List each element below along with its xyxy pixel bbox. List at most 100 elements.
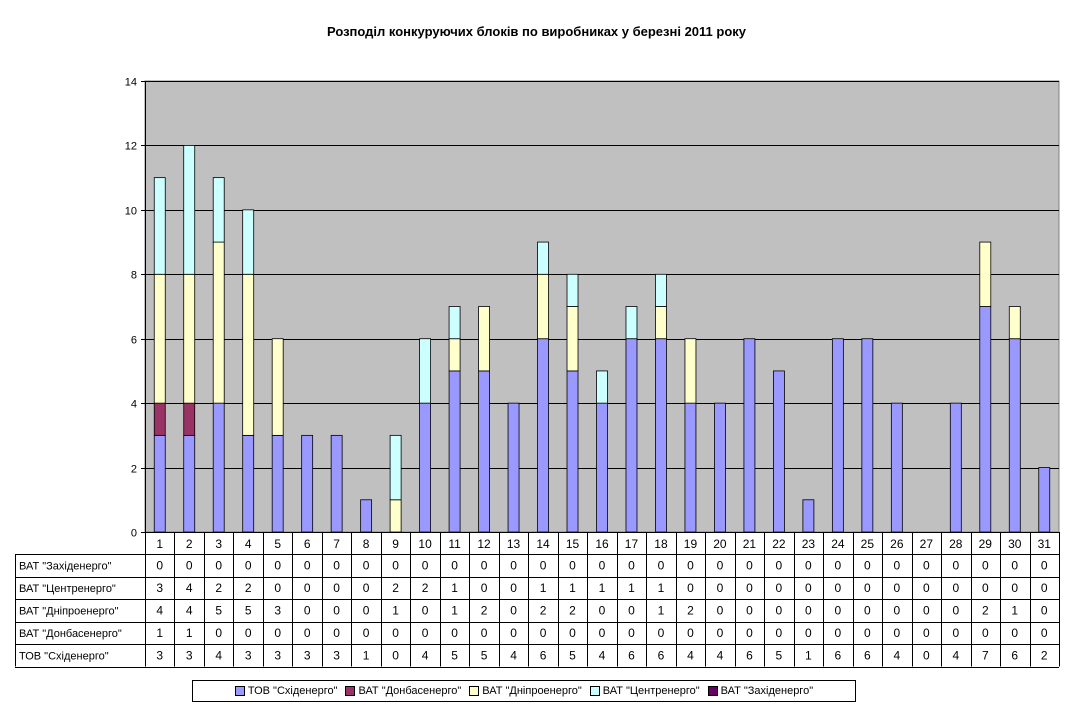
table-cell-value: 0 <box>1011 581 1018 595</box>
table-cell-value: 0 <box>304 603 311 617</box>
y-tick-label: 6 <box>131 335 137 347</box>
x-tick-label: 21 <box>743 537 757 551</box>
bar-segment <box>684 402 697 533</box>
bar-segment <box>183 434 196 533</box>
legend-label: ВАТ "Донбасенерго" <box>358 685 462 697</box>
table-cell-value: 1 <box>451 603 458 617</box>
table-cell-value: 0 <box>687 581 694 595</box>
legend-swatch <box>234 686 245 696</box>
bar-segment <box>773 370 785 533</box>
table-cell-value: 0 <box>835 558 842 572</box>
bar-segment <box>625 306 638 340</box>
table-cell-value: 0 <box>274 581 281 595</box>
bar-segment <box>183 402 196 436</box>
table-cell-value: 0 <box>392 626 399 640</box>
bar-segment <box>153 402 166 436</box>
table-cell-value: 0 <box>658 558 665 572</box>
legend-item: ВАТ "Західенерго" <box>707 685 813 697</box>
bar-segment <box>684 338 697 404</box>
table-cell-value: 0 <box>805 603 812 617</box>
table-cell-value: 0 <box>540 626 547 640</box>
legend-label: ВАТ "Дніпроенерго" <box>482 685 582 697</box>
table-cell-value: 4 <box>510 648 517 662</box>
table-cell-value: 6 <box>628 648 635 662</box>
table-cell-value: 0 <box>776 558 783 572</box>
bar-segment <box>389 499 402 533</box>
table-cell-value: 0 <box>805 581 812 595</box>
table-cell-value: 0 <box>717 626 724 640</box>
table-cell-value: 0 <box>304 626 311 640</box>
x-tick-label: 9 <box>392 537 399 551</box>
table-cell-value: 0 <box>422 626 429 640</box>
y-tick-label: 8 <box>131 270 137 282</box>
table-cell-value: 1 <box>805 648 812 662</box>
table-cell-value: 5 <box>215 603 222 617</box>
table-cell-value: 0 <box>1041 603 1048 617</box>
bar-segment <box>183 145 196 275</box>
table-cell-value: 0 <box>717 603 724 617</box>
bar-segment <box>537 338 549 533</box>
table-cell-value: 0 <box>776 581 783 595</box>
table-cell-value: 5 <box>776 648 783 662</box>
table-cell-value: 3 <box>186 648 193 662</box>
table-cell-value: 0 <box>510 581 517 595</box>
legend-swatch <box>469 686 480 696</box>
x-tick-label: 28 <box>949 537 963 551</box>
bar-segment <box>448 338 461 372</box>
x-tick-label: 12 <box>477 537 491 551</box>
x-tick-label: 1 <box>156 537 163 551</box>
table-cell-value: 0 <box>893 626 900 640</box>
table-cell-value: 4 <box>893 648 900 662</box>
table-cell-value: 2 <box>1041 648 1048 662</box>
table-cell-value: 5 <box>569 648 576 662</box>
bar-segment <box>1008 338 1021 533</box>
table-cell-value: 4 <box>952 648 959 662</box>
table-cell-value: 2 <box>569 603 576 617</box>
y-tick-label: 10 <box>125 206 137 218</box>
table-cell-value: 1 <box>540 581 547 595</box>
legend-item: ТОВ "Східенерго" <box>234 685 337 697</box>
bar-segment <box>271 338 284 436</box>
bar-segment <box>507 402 520 533</box>
table-cell-value: 0 <box>333 626 340 640</box>
table-cell-value: 2 <box>540 603 547 617</box>
table-cell-value: 0 <box>333 603 340 617</box>
x-tick-label: 3 <box>215 537 222 551</box>
table-cell-value: 6 <box>1011 648 1018 662</box>
table-cell-value: 0 <box>510 603 517 617</box>
table-cell-value: 0 <box>392 558 399 572</box>
bar-segment <box>1008 306 1021 340</box>
x-tick-label: 4 <box>245 537 252 551</box>
table-cell-value: 0 <box>186 558 193 572</box>
table-cell-value: 1 <box>628 581 635 595</box>
table-cell-value: 0 <box>746 603 753 617</box>
bar-segment <box>566 370 579 533</box>
table-cell-value: 0 <box>363 558 370 572</box>
table-cell-value: 0 <box>717 581 724 595</box>
table-cell-value: 0 <box>835 603 842 617</box>
bar-segment <box>478 370 490 533</box>
table-cell-value: 4 <box>215 648 222 662</box>
bar-segment <box>183 273 196 404</box>
table-cell-value: 0 <box>864 558 871 572</box>
table-cell-value: 3 <box>156 648 163 662</box>
y-tick-label: 4 <box>131 399 137 411</box>
bar-segment <box>890 402 903 533</box>
x-tick-label: 2 <box>186 537 193 551</box>
bar-segment <box>389 434 402 501</box>
legend-swatch <box>589 686 600 696</box>
table-cell-value: 0 <box>893 558 900 572</box>
table-cell-value: 0 <box>1041 558 1048 572</box>
legend: ТОВ "Східенерго" ВАТ "Донбасенерго" ВАТ "Д… <box>192 680 856 702</box>
bar-segment <box>242 209 255 275</box>
table-cell-value: 6 <box>540 648 547 662</box>
table-cell-value: 0 <box>628 626 635 640</box>
table-cell-value: 0 <box>274 626 281 640</box>
table-cell-value: 3 <box>274 603 281 617</box>
table-cell-value: 0 <box>304 581 311 595</box>
table-cell-value: 0 <box>599 626 606 640</box>
legend-item: ВАТ "Дніпроенерго" <box>469 685 582 697</box>
table-cell-value: 0 <box>864 581 871 595</box>
bar-segment <box>360 499 373 533</box>
table-cell-value: 6 <box>746 648 753 662</box>
